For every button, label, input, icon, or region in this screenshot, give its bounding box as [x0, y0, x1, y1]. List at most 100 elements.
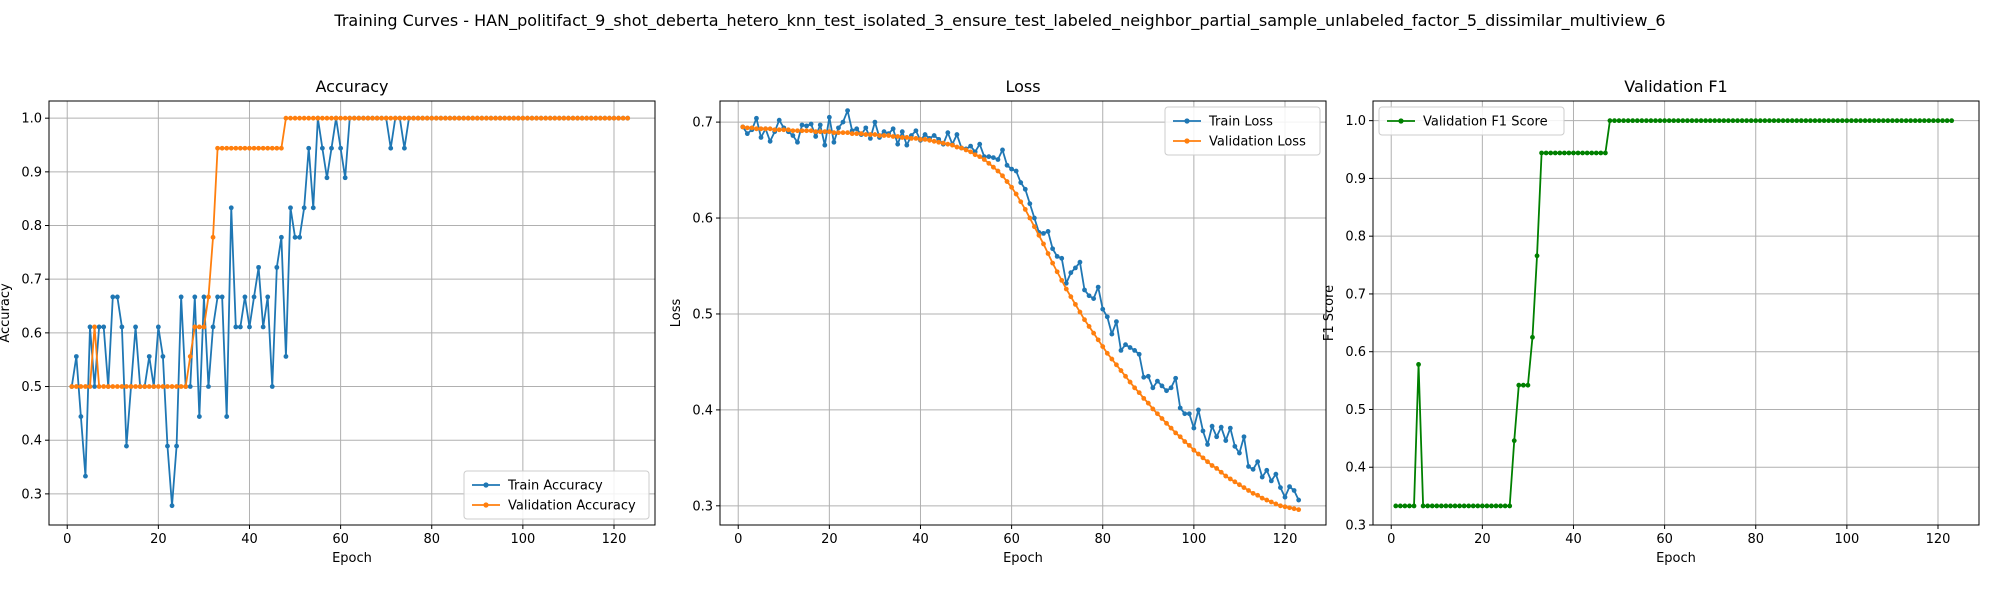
data-point: [1648, 118, 1654, 124]
legend-box: [463, 470, 650, 520]
data-point: [1689, 118, 1695, 124]
data-point: [1237, 450, 1242, 456]
data-point: [1246, 488, 1251, 493]
data-point: [333, 115, 339, 121]
data-point: [986, 154, 992, 160]
data-point: [1639, 118, 1645, 124]
data-point: [886, 133, 891, 138]
data-point: [1580, 150, 1585, 156]
axes-frame: [48, 100, 656, 526]
data-point: [192, 294, 198, 300]
data-point: [379, 115, 385, 121]
data-point: [438, 115, 444, 121]
data-point: [817, 122, 823, 128]
x-tick-label: 0: [1387, 532, 1395, 547]
data-point: [1127, 345, 1133, 350]
data-point: [872, 132, 878, 137]
y-axis-label: F1 Score: [1322, 285, 1337, 341]
data-point: [511, 115, 517, 121]
subplot-title: Loss: [1005, 77, 1040, 96]
data-point: [1830, 118, 1836, 124]
data-point: [1438, 503, 1444, 509]
legend-box: [1378, 106, 1565, 136]
data-point: [301, 205, 307, 211]
data-point: [1662, 118, 1668, 124]
data-point: [1287, 505, 1292, 511]
data-point: [319, 145, 325, 151]
data-point: [763, 126, 768, 132]
data-point: [972, 152, 978, 158]
data-point: [338, 115, 344, 121]
data-point: [1552, 150, 1558, 156]
data-point: [351, 115, 357, 121]
data-point: [1461, 503, 1467, 509]
data-point: [767, 126, 773, 132]
data-point: [242, 145, 248, 151]
data-point: [1466, 503, 1472, 509]
data-point: [219, 145, 225, 151]
data-point: [1721, 118, 1727, 124]
data-point: [867, 132, 873, 137]
data-point: [1196, 407, 1201, 413]
x-tick-label: 40: [912, 532, 929, 547]
data-point: [465, 115, 471, 121]
series-layer: [1393, 118, 1955, 509]
data-point: [1757, 118, 1763, 124]
data-point: [758, 135, 764, 140]
data-point: [995, 157, 1001, 162]
x-tick-label: 80: [1747, 532, 1764, 547]
data-point: [1168, 425, 1174, 431]
data-point: [233, 145, 239, 151]
data-point: [1200, 455, 1206, 461]
y-tick-label: 0.8: [1345, 230, 1366, 245]
data-point: [1155, 411, 1160, 417]
data-point: [895, 134, 901, 139]
data-point: [1091, 330, 1097, 336]
data-point: [808, 128, 814, 134]
legend-marker: [483, 482, 489, 488]
x-tick-label: 100: [1181, 532, 1206, 547]
data-point: [1018, 180, 1024, 185]
data-point: [945, 130, 951, 136]
data-point: [1214, 466, 1220, 471]
data-point: [1022, 186, 1028, 192]
data-point: [392, 115, 398, 121]
x-axis-label: Epoch: [332, 551, 372, 566]
data-point: [210, 234, 216, 240]
data-point: [1593, 150, 1599, 156]
data-point: [347, 115, 353, 121]
data-point: [1177, 434, 1183, 440]
data-point: [1899, 118, 1904, 124]
data-point: [954, 132, 960, 137]
data-point: [1630, 118, 1636, 124]
data-point: [83, 384, 88, 389]
data-point: [927, 137, 932, 143]
data-point: [1218, 469, 1224, 475]
data-point: [1612, 118, 1617, 124]
data-point: [1173, 430, 1179, 436]
data-point: [1785, 118, 1791, 124]
data-point: [611, 115, 617, 121]
data-point: [233, 324, 239, 330]
data-point: [310, 205, 316, 211]
data-point: [1835, 118, 1841, 124]
data-point: [840, 119, 846, 125]
data-point: [899, 135, 905, 140]
data-point: [1182, 411, 1188, 417]
data-point: [561, 115, 567, 121]
data-point: [119, 384, 125, 389]
data-point: [1393, 503, 1399, 509]
data-point: [1018, 199, 1024, 205]
data-point: [1145, 400, 1151, 406]
data-point: [575, 115, 580, 121]
data-point: [858, 131, 864, 137]
data-point: [73, 384, 79, 389]
data-point: [1707, 118, 1713, 124]
data-point: [918, 136, 923, 142]
x-tick-label: 100: [1834, 532, 1859, 547]
data-point: [474, 115, 480, 121]
data-point: [931, 133, 937, 138]
data-point: [137, 384, 143, 389]
data-point: [1525, 382, 1531, 388]
data-point: [795, 139, 800, 145]
